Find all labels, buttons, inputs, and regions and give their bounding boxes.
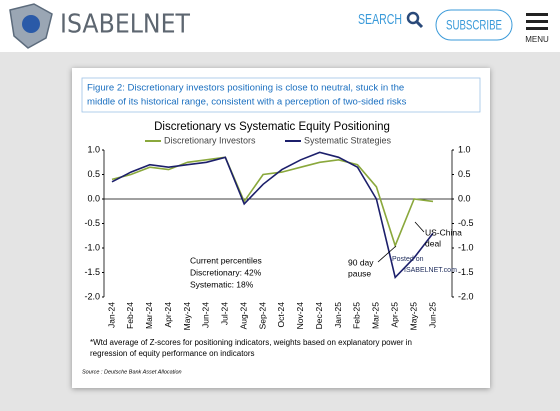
caption-line: Figure 2: Discretionary investors positi… — [87, 83, 404, 94]
watermark: ISABELNET.com — [404, 267, 457, 274]
x-tick-label: Apr-25 — [389, 302, 399, 328]
y2-tick-label: 1.0 — [458, 144, 471, 154]
caption-line: middle of its historical range, consiste… — [87, 97, 407, 108]
x-tick-label: Apr-24 — [163, 302, 173, 328]
x-tick-label: May-25 — [408, 302, 418, 331]
y-tick-label: -0.5 — [84, 218, 100, 228]
annotation: Systematic: 18% — [190, 279, 254, 289]
x-tick-label: Jul-24 — [220, 302, 230, 325]
x-tick-label: Mar-24 — [144, 302, 154, 329]
legend-label: Systematic Strategies — [304, 135, 392, 145]
series-line — [111, 156, 434, 248]
footnote: regression of equity performance on indi… — [90, 349, 255, 358]
y-tick-label: 0.0 — [87, 193, 100, 203]
annotation-arrow — [414, 221, 425, 233]
y-tick-label: -1.0 — [84, 242, 100, 252]
x-tick-label: Jun-25 — [427, 302, 437, 328]
y2-tick-label: 0.0 — [458, 193, 471, 203]
annotation: deal — [425, 238, 441, 248]
y2-tick-label: -0.5 — [458, 218, 474, 228]
series-line — [111, 151, 434, 280]
watermark: Posted on — [392, 256, 424, 263]
x-tick-label: Sep-24 — [257, 302, 267, 330]
x-tick-label: Oct-24 — [276, 302, 286, 328]
legend-label: Discretionary Investors — [164, 135, 256, 145]
logo-text: ISABELNET — [60, 10, 190, 40]
x-tick-label: Nov-24 — [295, 302, 305, 330]
logo[interactable]: ISABELNET — [9, 3, 190, 49]
y2-tick-label: -1.5 — [458, 267, 474, 277]
caption-box — [81, 77, 481, 113]
chart-title: Discretionary vs Systematic Equity Posit… — [154, 121, 390, 133]
annotation: 90 day — [348, 257, 374, 267]
x-tick-label: Jan-24 — [106, 302, 116, 328]
annotation: Current percentiles — [190, 255, 262, 265]
y2-tick-label: -1.0 — [458, 242, 474, 252]
logo-globe — [22, 15, 40, 33]
x-tick-label: Aug-24 — [238, 302, 248, 330]
annotation-arrow — [377, 245, 397, 263]
menu-label[interactable]: MENU — [525, 35, 549, 44]
x-tick-label: Jan-25 — [333, 302, 343, 328]
annotation: Discretionary: 42% — [190, 267, 262, 277]
y-tick-label: -1.5 — [84, 267, 100, 277]
x-tick-label: Feb-25 — [352, 302, 362, 329]
y2-tick-label: -2.0 — [458, 291, 474, 301]
x-tick-label: Feb-24 — [125, 302, 135, 329]
annotation: US-China — [425, 227, 462, 237]
search-link[interactable]: SEARCH — [358, 11, 402, 28]
annotation: pause — [348, 268, 371, 278]
y-tick-label: 0.5 — [87, 169, 100, 179]
x-tick-label: Dec-24 — [314, 302, 324, 330]
chart: 1.0 0.5 0.0 -0.5 -1.0 -1.5 -2.0 1.0 0.5 0.0 -0.5 -1… — [84, 135, 473, 330]
y-tick-label: 1.0 — [87, 144, 100, 154]
subscribe-button[interactable] — [435, 9, 513, 41]
subscribe-label[interactable]: SUBSCRIBE — [446, 17, 502, 33]
footnote: *Wtd average of Z-scores for positioning… — [90, 338, 412, 347]
source: Source : Deutsche Bank Asset Allocation — [82, 369, 182, 375]
search-icon[interactable] — [406, 11, 424, 29]
menu-icon[interactable] — [526, 13, 548, 30]
x-tick-label: Jun-24 — [201, 302, 211, 328]
x-tick-label: Mar-25 — [371, 302, 381, 329]
y2-tick-label: 0.5 — [458, 169, 471, 179]
y-tick-label: -2.0 — [84, 291, 100, 301]
x-tick-label: May-24 — [182, 302, 192, 331]
